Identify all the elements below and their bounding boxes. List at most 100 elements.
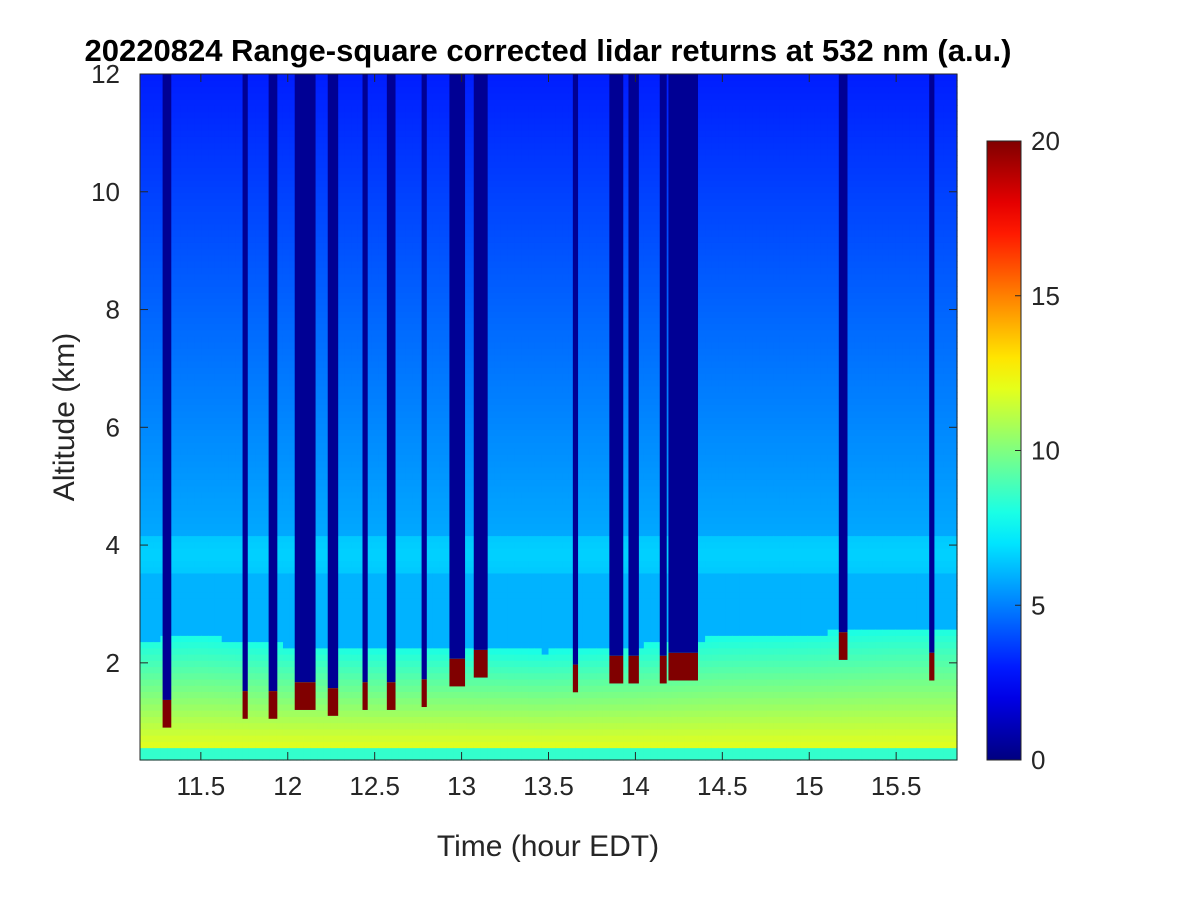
heatmap-cell (262, 142, 270, 150)
heatmap-cell (391, 591, 400, 599)
heatmap-cell (425, 653, 434, 661)
heatmap-cell (405, 180, 413, 187)
heatmap-cell (187, 217, 196, 225)
heatmap-cell (351, 317, 359, 325)
heatmap-cell (425, 117, 434, 125)
heatmap-cell (153, 192, 162, 200)
heatmap-cell (262, 703, 270, 711)
heatmap-cell (140, 653, 148, 661)
heatmap-cell (248, 685, 257, 692)
heatmap-cell (140, 136, 148, 144)
heatmap-cell (228, 148, 236, 156)
heatmap-cell (194, 217, 202, 225)
heatmap-cell (248, 367, 257, 374)
heatmap-cell (357, 117, 366, 125)
heatmap-cell (330, 728, 339, 736)
heatmap-cell (228, 523, 236, 530)
heatmap-cell (262, 392, 270, 399)
heatmap-cell (357, 616, 366, 624)
heatmap-cell (153, 647, 162, 655)
heatmap-cell (282, 161, 291, 169)
heatmap-cell (276, 229, 284, 237)
heatmap-cell (357, 660, 366, 668)
heatmap-cell (317, 572, 325, 580)
heatmap-cell (364, 516, 373, 524)
heatmap-cell (221, 304, 230, 312)
heatmap-cell (153, 273, 162, 281)
heatmap-cell (439, 180, 447, 187)
heatmap-cell (371, 510, 379, 518)
heatmap-cell (371, 585, 379, 593)
heatmap-cell (235, 622, 243, 630)
heatmap-cell (228, 728, 236, 736)
heatmap-cell (364, 136, 373, 144)
heatmap-cell (187, 111, 196, 119)
heatmap-cell (194, 735, 202, 742)
heatmap-cell (174, 560, 182, 568)
heatmap-cell (323, 198, 332, 206)
heatmap-cell (187, 722, 196, 730)
heatmap-cell (228, 504, 236, 512)
heatmap-cell (153, 685, 162, 692)
heatmap-cell (262, 335, 270, 343)
heatmap-cell (289, 516, 298, 524)
heatmap-cell (439, 560, 447, 568)
heatmap-cell (412, 591, 420, 599)
heatmap-cell (201, 317, 209, 325)
heatmap-cell (337, 616, 345, 624)
heatmap-cell (140, 354, 148, 362)
heatmap-cell (180, 529, 189, 537)
heatmap-cell (432, 86, 441, 94)
heatmap-cell (180, 373, 189, 381)
heatmap-cell (317, 298, 325, 306)
heatmap-cell (425, 491, 434, 499)
heatmap-cell (432, 304, 441, 312)
heatmap-cell (208, 622, 216, 630)
heatmap-cell (248, 597, 257, 605)
heatmap-cell (337, 80, 345, 88)
heatmap-cell (180, 229, 189, 237)
heatmap-cell (282, 685, 291, 692)
heatmap-cell (255, 622, 264, 630)
heatmap-cell (201, 236, 209, 243)
heatmap-cell (255, 404, 264, 412)
heatmap-cell (351, 504, 359, 512)
heatmap-cell (425, 554, 434, 562)
heatmap-cell (201, 622, 209, 630)
heatmap-cell (255, 248, 264, 256)
heatmap-cell (187, 204, 196, 212)
heatmap-cell (351, 410, 359, 418)
heatmap-cell (208, 697, 216, 705)
heatmap-cell (344, 379, 352, 387)
heatmap-cell (378, 622, 386, 630)
heatmap-cell (344, 441, 352, 449)
heatmap-cell (194, 292, 202, 300)
heatmap-cell (201, 142, 209, 150)
heatmap-cell (364, 747, 373, 755)
heatmap-cell (432, 292, 441, 300)
heatmap-cell (255, 610, 264, 618)
heatmap-cell (344, 317, 352, 325)
heatmap-cell (432, 105, 441, 113)
heatmap-cell (432, 223, 441, 231)
heatmap-cell (344, 423, 352, 431)
heatmap-cell (146, 622, 155, 630)
heatmap-cell (412, 585, 420, 593)
heatmap-cell (208, 616, 216, 624)
heatmap-cell (194, 510, 202, 518)
heatmap-cell (201, 753, 209, 761)
heatmap-cell (323, 491, 332, 499)
heatmap-cell (214, 211, 223, 219)
heatmap-cell (228, 335, 236, 343)
heatmap-cell (337, 697, 345, 705)
heatmap-cell (432, 211, 441, 219)
heatmap-cell (282, 678, 291, 686)
heatmap-cell (228, 342, 236, 349)
heatmap-cell (398, 155, 407, 162)
heatmap-cell (282, 261, 291, 268)
heatmap-cell (398, 572, 407, 580)
heatmap-cell (153, 161, 162, 169)
heatmap-cell (228, 691, 236, 699)
heatmap-cell (371, 261, 379, 268)
heatmap-cell (282, 485, 291, 493)
